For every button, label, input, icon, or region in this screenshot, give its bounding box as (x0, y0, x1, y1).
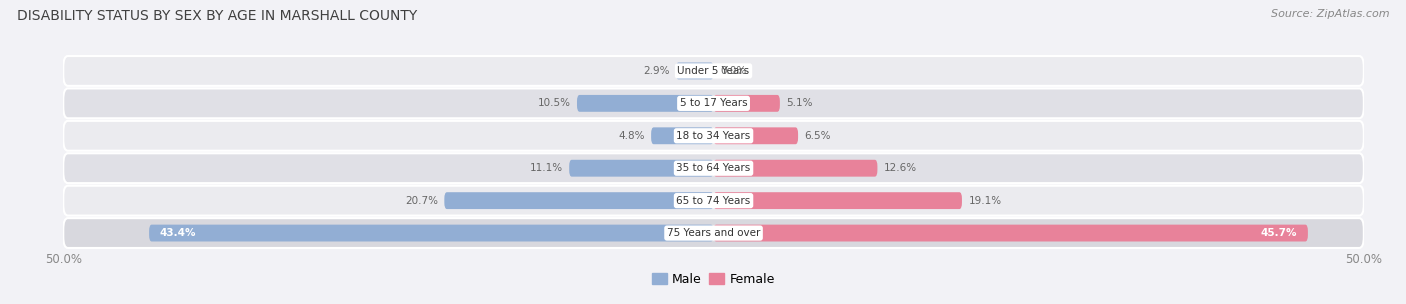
FancyBboxPatch shape (63, 186, 1364, 216)
FancyBboxPatch shape (713, 127, 799, 144)
FancyBboxPatch shape (713, 192, 962, 209)
Text: 45.7%: 45.7% (1261, 228, 1298, 238)
FancyBboxPatch shape (713, 225, 1308, 241)
Text: 43.4%: 43.4% (159, 228, 195, 238)
Text: 4.8%: 4.8% (619, 131, 644, 141)
Text: 2.9%: 2.9% (643, 66, 669, 76)
FancyBboxPatch shape (63, 218, 1364, 248)
Text: 12.6%: 12.6% (884, 163, 917, 173)
Text: 19.1%: 19.1% (969, 196, 1001, 206)
Text: 10.5%: 10.5% (537, 98, 571, 108)
FancyBboxPatch shape (444, 192, 713, 209)
FancyBboxPatch shape (63, 153, 1364, 183)
Text: 6.5%: 6.5% (804, 131, 831, 141)
Text: 35 to 64 Years: 35 to 64 Years (676, 163, 751, 173)
Legend: Male, Female: Male, Female (652, 273, 775, 286)
FancyBboxPatch shape (569, 160, 713, 177)
Text: 0.0%: 0.0% (720, 66, 747, 76)
FancyBboxPatch shape (576, 95, 713, 112)
Text: Source: ZipAtlas.com: Source: ZipAtlas.com (1271, 9, 1389, 19)
Text: 20.7%: 20.7% (405, 196, 437, 206)
FancyBboxPatch shape (63, 121, 1364, 151)
FancyBboxPatch shape (63, 88, 1364, 118)
Text: 75 Years and over: 75 Years and over (666, 228, 761, 238)
Text: Under 5 Years: Under 5 Years (678, 66, 749, 76)
FancyBboxPatch shape (676, 63, 713, 79)
FancyBboxPatch shape (63, 56, 1364, 86)
Text: 5 to 17 Years: 5 to 17 Years (679, 98, 748, 108)
FancyBboxPatch shape (713, 95, 780, 112)
Text: 5.1%: 5.1% (786, 98, 813, 108)
Text: 18 to 34 Years: 18 to 34 Years (676, 131, 751, 141)
FancyBboxPatch shape (149, 225, 713, 241)
FancyBboxPatch shape (651, 127, 713, 144)
Text: 65 to 74 Years: 65 to 74 Years (676, 196, 751, 206)
Text: 11.1%: 11.1% (530, 163, 562, 173)
FancyBboxPatch shape (713, 160, 877, 177)
Text: DISABILITY STATUS BY SEX BY AGE IN MARSHALL COUNTY: DISABILITY STATUS BY SEX BY AGE IN MARSH… (17, 9, 418, 23)
